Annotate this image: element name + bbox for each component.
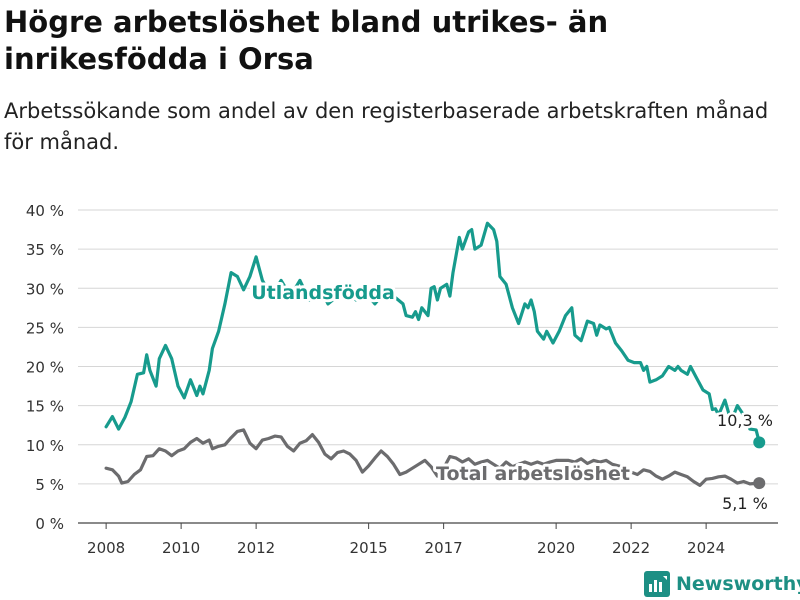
end-value-label-total: 5,1 % [722, 494, 768, 513]
x-tick-label: 2012 [237, 539, 275, 557]
x-tick-label: 2010 [162, 539, 200, 557]
series-line-total [104, 428, 761, 487]
gridlines [78, 209, 778, 524]
y-tick-label: 5 % [35, 476, 64, 494]
y-tick-label: 35 % [26, 241, 64, 259]
y-tick-label: 15 % [26, 398, 64, 416]
chart-subtitle: Arbetssökande som andel av den registerb… [4, 99, 769, 154]
chart-title: Högre arbetslöshet bland utrikes- än inr… [4, 5, 609, 76]
endpoint-marker-utlandsfodda [753, 436, 766, 449]
series-lines [104, 221, 766, 490]
y-tick-label: 20 % [26, 359, 64, 377]
endpoint-marker-total [753, 477, 766, 490]
y-tick-label: 10 % [26, 437, 64, 455]
end-value-label-utlandsfodda: 10,3 % [717, 411, 773, 430]
x-tick-label: 2022 [612, 539, 650, 557]
series-labels: Utlandsfödda Total arbetslöshet 10,3 % 5,1 … [248, 279, 775, 516]
brand-logo: Newsworthy [644, 570, 800, 598]
newsworthy-logo-icon [644, 571, 670, 597]
x-tick-label: 2015 [350, 539, 388, 557]
brand-name: Newsworthy [676, 573, 800, 595]
y-tick-label: 40 % [26, 202, 64, 220]
y-axis-ticks: 0 % 5 % 10 % 15 % 20 % 25 % 30 % 35 % 40 % [26, 202, 64, 533]
y-tick-label: 30 % [26, 280, 64, 298]
y-tick-label: 25 % [26, 319, 64, 337]
x-axis-ticks: 2008 2010 2012 2015 2017 2020 2022 2024 [87, 523, 725, 557]
series-label-total: Total arbetslöshet [436, 463, 630, 485]
x-tick-label: 2020 [537, 539, 575, 557]
y-tick-label: 0 % [35, 515, 64, 533]
series-label-utlandsfodda: Utlandsfödda [251, 282, 395, 304]
x-tick-label: 2024 [687, 539, 725, 557]
x-tick-label: 2017 [425, 539, 463, 557]
series-line-utlandsfodda [104, 221, 761, 444]
x-tick-label: 2008 [87, 539, 125, 557]
